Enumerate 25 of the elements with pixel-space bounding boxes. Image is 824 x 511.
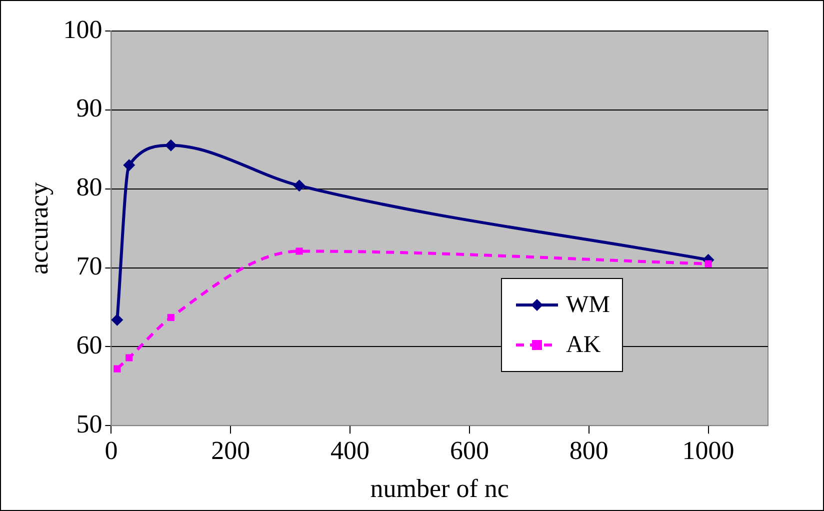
y-tick-label: 90 [76, 94, 102, 123]
point [167, 314, 174, 322]
x-tick-label: 800 [569, 436, 608, 466]
point [164, 139, 177, 152]
legend-label: WM [566, 291, 610, 320]
y-tick-label: 50 [76, 409, 102, 438]
point [293, 180, 306, 192]
x-axis-title: number of nc [370, 474, 509, 504]
x-tick-label: 400 [330, 436, 370, 466]
point [126, 354, 133, 362]
x-tick-label: 600 [450, 436, 489, 466]
y-axis-title: accuracy [24, 182, 54, 274]
y-tick-label: 80 [76, 172, 102, 202]
point [123, 159, 136, 172]
y-tick-label: 70 [76, 252, 102, 281]
y-tick-label: 60 [76, 330, 102, 360]
point [704, 260, 712, 268]
x-tick-label: 1000 [682, 436, 734, 466]
x-tick-label: 200 [211, 436, 250, 466]
x-tick-label: 0 [104, 436, 118, 466]
legend-label: AK [566, 331, 601, 360]
y-tick-label: 100 [63, 14, 102, 44]
point [114, 365, 121, 372]
point [296, 248, 303, 255]
point [111, 314, 124, 326]
